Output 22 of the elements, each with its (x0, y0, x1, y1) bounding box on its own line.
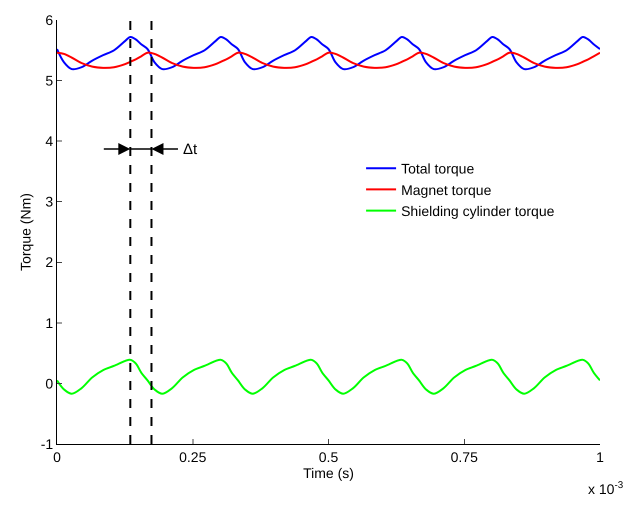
x-tick-label: 1 (596, 448, 604, 465)
x-tick-label: 0.5 (318, 448, 338, 465)
line-series (57, 36, 600, 70)
y-axis-title: Torque (Nm) (17, 193, 34, 271)
x-tick-label: 0.75 (450, 448, 478, 465)
y-tick-label: 3 (45, 194, 54, 210)
legend-label: Shielding cylinder torque (401, 203, 555, 220)
x-tick-label: 0.25 (179, 448, 207, 465)
y-tick-label: 6 (45, 12, 54, 28)
line-series (57, 52, 600, 69)
y-tick-label: -1 (40, 436, 54, 452)
y-tick-label: 4 (45, 133, 54, 150)
legend-label: Total torque (401, 160, 474, 177)
annotation: Δt (183, 141, 198, 158)
line-series (57, 358, 600, 395)
text: x 10$^{-3}$ (588, 480, 624, 497)
x-axis-title: Time (s) (303, 465, 354, 482)
legend-label: Magnet torque (401, 182, 492, 198)
y-tick-label: 0 (45, 375, 54, 392)
y-tick-label: 2 (45, 254, 54, 270)
y-tick-label: 5 (45, 72, 54, 88)
y-tick-label: 1 (45, 314, 54, 331)
